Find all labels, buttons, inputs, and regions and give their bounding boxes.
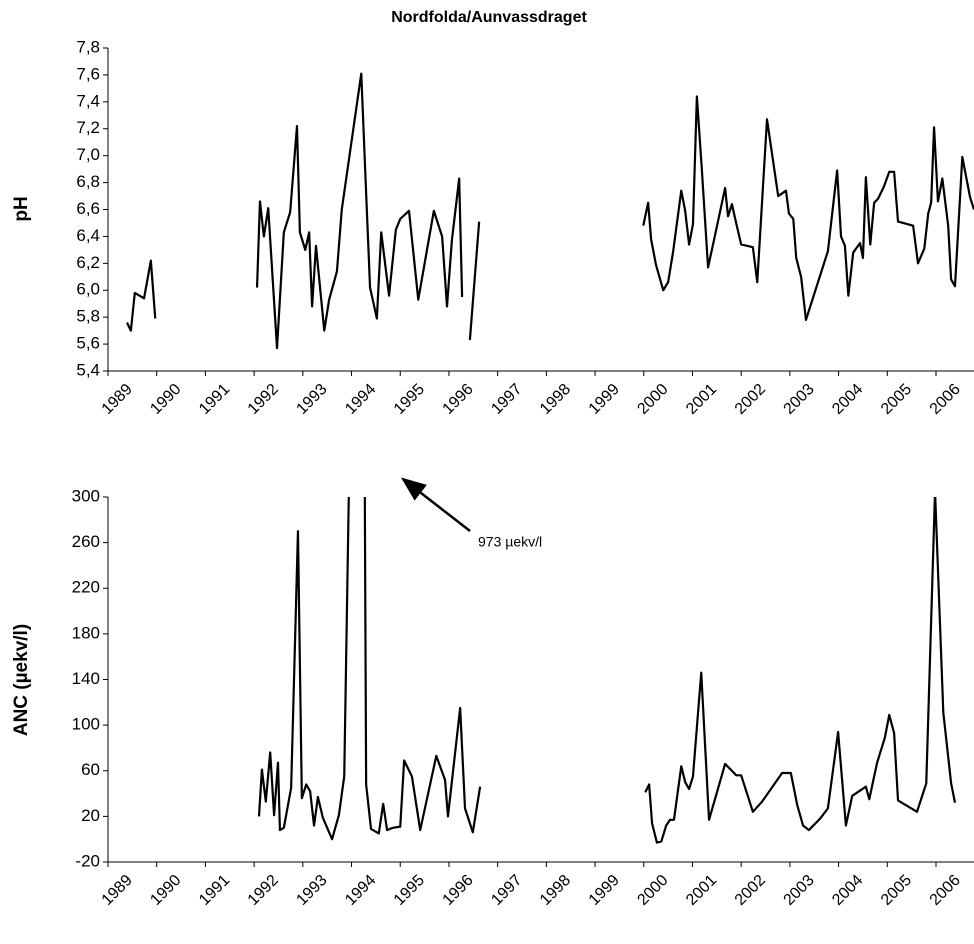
x-tick-label: 1989 (99, 381, 136, 418)
x-tick-label: 1995 (391, 381, 428, 418)
x-tick-label: 1996 (440, 381, 477, 418)
x-tick-label: 1993 (293, 872, 330, 909)
x-tick-label: 1992 (245, 381, 282, 418)
x-tick-label: 1999 (586, 381, 623, 418)
x-tick-label: 1991 (196, 872, 233, 909)
y-tick-label: 7,8 (76, 37, 100, 56)
y-axis-label: ANC (µekv/l) (11, 624, 32, 736)
y-tick-label: 20 (81, 806, 100, 825)
chart-title: Nordfolda/Aunvassdraget (391, 9, 587, 26)
y-tick-label: 7,6 (76, 64, 100, 83)
x-tick-label: 1994 (342, 381, 379, 418)
x-tick-label: 1998 (537, 872, 574, 909)
x-tick-label: 2004 (829, 381, 866, 418)
x-tick-label: 2004 (829, 872, 866, 909)
annotation: 973 µekv/l (478, 534, 542, 550)
x-tick-label: 2000 (634, 872, 671, 909)
y-tick-label: 220 (72, 578, 100, 597)
x-tick-label: 2003 (781, 872, 818, 909)
plot-area (126, 72, 974, 350)
y-tick-label: 300 (72, 486, 100, 505)
y-tick-label: 5,4 (76, 360, 100, 379)
y-tick-label: 60 (81, 760, 100, 779)
y-tick-label: 6,8 (76, 172, 100, 191)
x-tick-label: 2006 (927, 872, 964, 909)
y-tick-label: 100 (72, 715, 100, 734)
y-tick-label: 7,4 (76, 91, 100, 110)
x-tick-label: 2002 (732, 381, 769, 418)
annotation-arrow (401, 477, 471, 532)
y-tick-label: 140 (72, 669, 100, 688)
plot-area (257, 497, 957, 844)
x-tick-label: 2005 (878, 381, 915, 418)
y-tick-label: 7,0 (76, 145, 100, 164)
y-axis-label: pH (11, 196, 32, 221)
y-tick-label: 5,8 (76, 307, 100, 326)
x-tick-label: 1991 (196, 381, 233, 418)
x-tick-label: 1992 (245, 872, 282, 909)
x-tick-label: 1990 (147, 381, 184, 418)
x-tick-label: 1993 (293, 381, 330, 418)
x-tick-label: 1997 (488, 381, 525, 418)
x-tick-label: 1989 (99, 872, 136, 909)
y-tick-label: 7,2 (76, 118, 100, 137)
y-tick-label: 6,4 (76, 226, 100, 245)
x-tick-label: 2003 (781, 381, 818, 418)
y-tick-label: 6,2 (76, 253, 100, 272)
x-tick-label: 1996 (440, 872, 477, 909)
data-line (257, 497, 957, 844)
x-tick-label: 2005 (878, 872, 915, 909)
y-tick-label: 5,6 (76, 334, 100, 353)
x-tick-label: 1994 (342, 872, 379, 909)
x-tick-label: 1999 (586, 872, 623, 909)
y-tick-label: -20 (75, 851, 100, 870)
y-tick-label: 180 (72, 623, 100, 642)
x-tick-label: 2000 (634, 381, 671, 418)
x-tick-label: 1997 (488, 872, 525, 909)
x-tick-label: 1998 (537, 381, 574, 418)
x-tick-label: 1990 (147, 872, 184, 909)
x-tick-label: 2002 (732, 872, 769, 909)
x-tick-label: 2001 (683, 381, 720, 418)
y-tick-label: 6,6 (76, 199, 100, 218)
y-tick-label: 6,0 (76, 280, 100, 299)
x-tick-label: 2001 (683, 872, 720, 909)
data-line (126, 72, 974, 350)
x-tick-label: 1995 (391, 872, 428, 909)
y-tick-label: 260 (72, 532, 100, 551)
x-tick-label: 2006 (927, 381, 964, 418)
